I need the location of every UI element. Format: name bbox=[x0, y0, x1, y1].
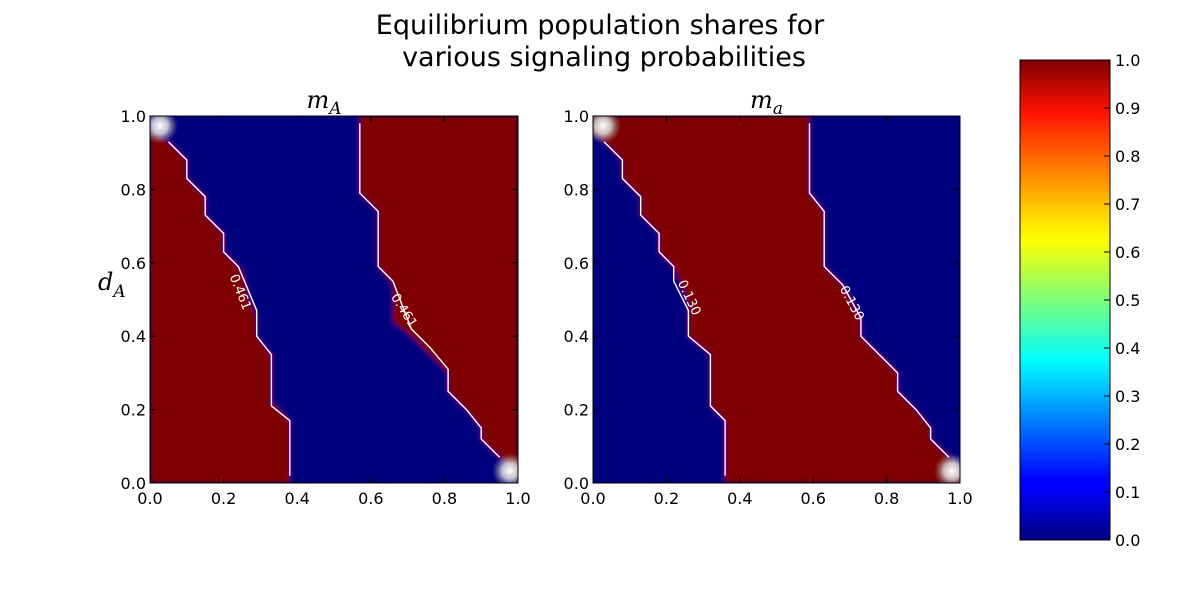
heatmap-region-3 bbox=[809, 116, 960, 472]
x-tick-label: 0.6 bbox=[800, 489, 825, 508]
axes-frame bbox=[592, 115, 961, 484]
panel-title-main: m bbox=[306, 86, 329, 114]
corner-glow-top-left bbox=[593, 116, 621, 144]
heatmap-region-2 bbox=[593, 116, 960, 483]
heatmap-region-1 bbox=[150, 130, 290, 483]
heatmap-field bbox=[150, 116, 518, 483]
colorbar-tick-label: 0.6 bbox=[1115, 243, 1140, 262]
colorbar-tick-label: 0.0 bbox=[1115, 531, 1140, 550]
y-tick-label: 1.0 bbox=[564, 107, 589, 126]
corner-glow-bottom-right bbox=[934, 453, 960, 483]
heatmap-region-1 bbox=[593, 130, 726, 483]
x-tick-label: 0.6 bbox=[358, 489, 383, 508]
colorbar-ticks: 0.0 0.1 0.2 0.3 0.4 0.5 0.6 0.7 0.8 0.9 1.0 bbox=[1104, 51, 1140, 550]
y-tick-label: 0.8 bbox=[121, 180, 146, 199]
colorbar-tick-label: 0.5 bbox=[1115, 291, 1140, 310]
y-tick-label: 1.0 bbox=[121, 107, 146, 126]
x-tick-label: 0.4 bbox=[727, 489, 752, 508]
contour-line-1 bbox=[167, 141, 291, 476]
heatmap-region-2 bbox=[150, 116, 518, 483]
panel-title-sub: A bbox=[327, 99, 341, 119]
colorbar-tick-label: 0.1 bbox=[1115, 483, 1140, 502]
colorbar-tick-label: 0.4 bbox=[1115, 339, 1140, 358]
x-tick-label: 0.8 bbox=[432, 489, 457, 508]
y-axis-label-main: d bbox=[98, 268, 113, 296]
colorbar-tick-label: 0.7 bbox=[1115, 195, 1140, 214]
y-tick-label: 0.0 bbox=[121, 474, 146, 493]
heatmap-regions bbox=[593, 116, 960, 483]
panel-title-main: m bbox=[750, 86, 773, 114]
y-tick-label: 0.6 bbox=[564, 254, 589, 273]
y-axis-label-sub: A bbox=[111, 282, 125, 302]
y-tick-label: 0.0 bbox=[564, 474, 589, 493]
x-tick-label: 0.2 bbox=[211, 489, 236, 508]
x-tick-label: 0.4 bbox=[284, 489, 309, 508]
panel-title-ma: ma bbox=[750, 86, 783, 119]
colorbar-tick-label: 0.3 bbox=[1115, 387, 1140, 406]
x-tick-label: 0.8 bbox=[874, 489, 899, 508]
colorbar: 0.0 0.1 0.2 0.3 0.4 0.5 0.6 0.7 0.8 0.9 1.0 bbox=[1019, 51, 1140, 550]
x-tick-label: 1.0 bbox=[505, 489, 530, 508]
corner-glow-bottom-right bbox=[492, 453, 518, 483]
chart-title-line2: various signaling probabilities bbox=[402, 42, 806, 73]
colorbar-tick-label: 0.9 bbox=[1115, 99, 1140, 118]
y-tick-label: 0.8 bbox=[564, 180, 589, 199]
heatmap-regions bbox=[150, 116, 518, 483]
x-tick-label: 0.0 bbox=[137, 489, 162, 508]
colorbar-tick-label: 0.2 bbox=[1115, 435, 1140, 454]
corner-glow-top-left bbox=[150, 116, 178, 144]
heatmap-region-3 bbox=[359, 116, 518, 472]
y-tick-label: 0.4 bbox=[121, 327, 146, 346]
y-tick-label: 0.2 bbox=[121, 401, 146, 420]
colorbar-gradient bbox=[1019, 59, 1111, 541]
chart-title-line1: Equilibrium population shares for bbox=[376, 10, 825, 41]
axes-frame bbox=[149, 115, 519, 484]
x-tick-label: 0.2 bbox=[654, 489, 679, 508]
panel-title-sub: a bbox=[773, 99, 783, 119]
y-axis-label: dA bbox=[98, 268, 126, 302]
panel-title-mA: mA bbox=[306, 86, 341, 119]
colorbar-tick-label: 0.8 bbox=[1115, 147, 1140, 166]
heatmap-field bbox=[593, 116, 960, 483]
x-tick-label: 1.0 bbox=[947, 489, 972, 508]
contour-line-1 bbox=[603, 141, 726, 476]
colorbar-tick-label: 1.0 bbox=[1115, 51, 1140, 70]
y-tick-label: 0.2 bbox=[564, 401, 589, 420]
x-tick-label: 0.0 bbox=[580, 489, 605, 508]
contour-line-2 bbox=[359, 123, 501, 458]
y-tick-label: 0.4 bbox=[564, 327, 589, 346]
contour-line-2 bbox=[808, 123, 950, 458]
y-tick-label: 0.6 bbox=[121, 254, 146, 273]
